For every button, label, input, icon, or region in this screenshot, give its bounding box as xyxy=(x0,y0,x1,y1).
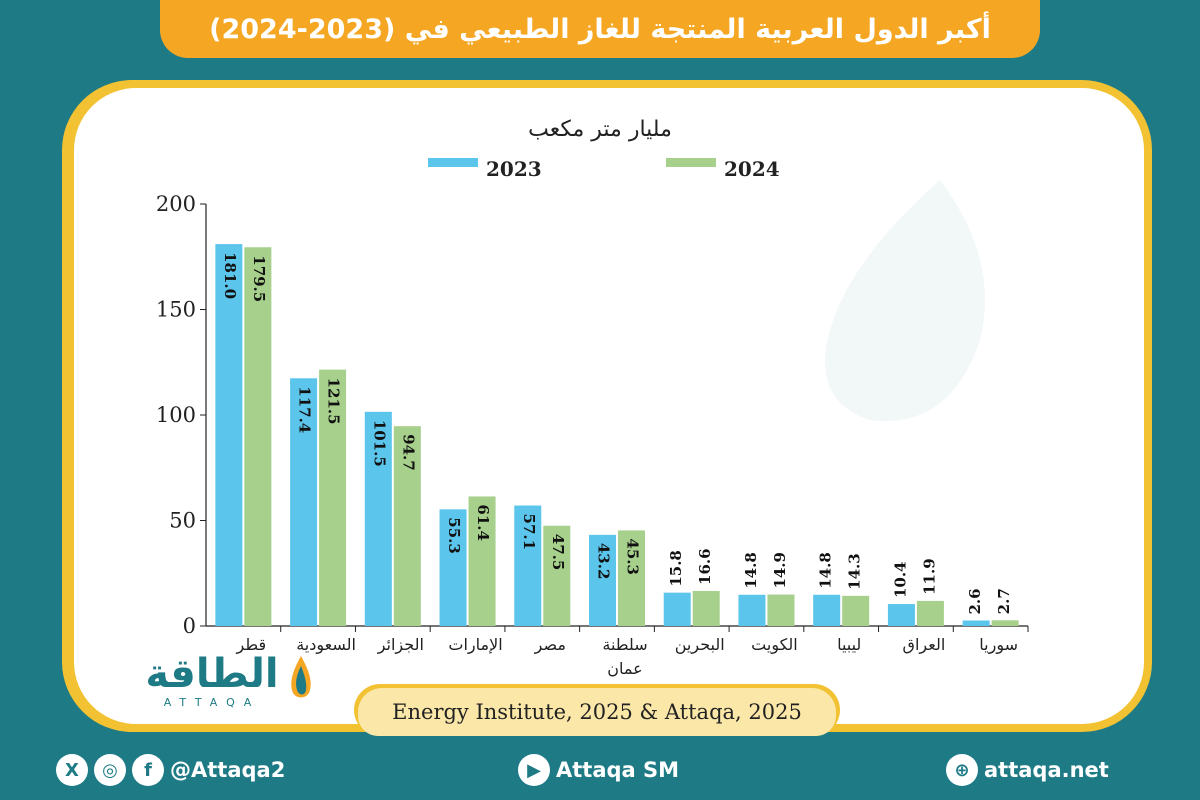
x-category-label: السعودية xyxy=(296,635,356,655)
data-label: 61.4 xyxy=(474,504,492,541)
bar-2024 xyxy=(767,594,795,626)
x-category-label: ليبيا xyxy=(837,635,861,654)
data-label: 16.6 xyxy=(696,548,714,585)
x-category-label: سلطنة xyxy=(602,635,647,654)
bar-2023 xyxy=(813,594,841,626)
y-tick-label: 200 xyxy=(156,192,196,216)
bar-2023 xyxy=(589,534,616,626)
x-category-label: البحرين xyxy=(675,635,725,655)
x-category-label: مصر xyxy=(534,635,566,655)
x-category-label: الجزائر xyxy=(377,635,424,655)
bar-2024 xyxy=(916,600,944,626)
bar-2024 xyxy=(692,590,720,626)
y-tick-label: 150 xyxy=(156,298,196,322)
data-label: 11.9 xyxy=(920,558,938,595)
source-pill: Energy Institute, 2025 & Attaqa, 2025 xyxy=(354,684,840,736)
bar-2024 xyxy=(842,595,870,626)
bar-2024 xyxy=(618,530,645,626)
x-category-label: الكويت xyxy=(751,635,798,655)
data-label: 2.7 xyxy=(995,588,1013,614)
logo-subtext: ATTAQA xyxy=(163,696,261,709)
source-text: Energy Institute, 2025 & Attaqa, 2025 xyxy=(392,700,802,724)
x-category-label: عمان xyxy=(607,659,642,678)
legend-swatch-2023 xyxy=(428,158,478,167)
instagram-icon[interactable]: ◎ xyxy=(94,754,126,786)
legend-label-2024: 2024 xyxy=(724,157,780,181)
data-label: 14.3 xyxy=(846,553,864,590)
attaqa-logo: الطاقة ATTAQA xyxy=(138,650,318,716)
social-handle[interactable]: @Attaqa2 xyxy=(170,758,286,782)
chart-title: مليار متر مكعب xyxy=(528,117,672,142)
data-label: 14.8 xyxy=(817,552,835,589)
x-category-label: سوريا xyxy=(979,635,1018,655)
bar-2024 xyxy=(319,369,347,626)
data-label: 10.4 xyxy=(891,562,909,599)
logo-text: الطاقة xyxy=(145,651,279,697)
bar-2023 xyxy=(514,505,542,626)
data-label: 55.3 xyxy=(445,517,463,554)
data-label: 14.9 xyxy=(771,552,789,589)
x-category-label: العراق xyxy=(903,635,946,655)
x-category-label: الإمارات xyxy=(448,635,502,655)
youtube-handle[interactable]: Attaqa SM xyxy=(556,758,680,782)
bar-2023 xyxy=(439,509,467,626)
bar-2023 xyxy=(887,604,915,626)
bar-2023 xyxy=(962,620,990,626)
data-label: 45.3 xyxy=(624,538,642,575)
bar-2024 xyxy=(393,426,421,626)
bar-2023 xyxy=(290,378,318,626)
data-label: 179.5 xyxy=(250,255,268,302)
data-label: 14.8 xyxy=(742,552,760,589)
data-label: 181.0 xyxy=(221,252,239,299)
legend-label-2023: 2023 xyxy=(486,157,542,181)
drop-icon xyxy=(291,656,311,698)
legend-swatch-2024 xyxy=(666,158,716,167)
data-label: 43.2 xyxy=(595,543,613,580)
bar-2024 xyxy=(991,620,1019,626)
data-label: 47.5 xyxy=(549,534,567,571)
data-label: 94.7 xyxy=(399,434,417,471)
y-tick-label: 50 xyxy=(169,509,196,533)
data-label: 117.4 xyxy=(296,386,314,433)
bar-2023 xyxy=(364,411,392,626)
globe-icon[interactable]: ⊕ xyxy=(946,754,978,786)
bar-2023 xyxy=(663,592,691,626)
bar-2023 xyxy=(738,594,766,626)
x-category-label: قطر xyxy=(236,635,267,655)
website-link[interactable]: attaqa.net xyxy=(984,758,1109,782)
data-label: 57.1 xyxy=(520,514,538,551)
x-icon[interactable]: X xyxy=(56,754,88,786)
data-label: 2.6 xyxy=(966,588,984,614)
bar-2024 xyxy=(244,247,272,626)
data-label: 121.5 xyxy=(325,378,343,425)
footer: X ◎ f @Attaqa2 ▶ Attaqa SM ⊕ attaqa.net xyxy=(0,740,1200,800)
data-label: 15.8 xyxy=(667,550,685,587)
youtube-icon[interactable]: ▶ xyxy=(518,754,550,786)
facebook-icon[interactable]: f xyxy=(132,754,164,786)
bar-2023 xyxy=(215,244,243,626)
bar-2024 xyxy=(468,496,496,626)
page-title: أكبر الدول العربية المنتجة للغاز الطبيعي… xyxy=(209,13,991,45)
bar-2024 xyxy=(543,525,571,626)
data-label: 101.5 xyxy=(370,420,388,467)
y-tick-label: 100 xyxy=(156,403,196,427)
y-tick-label: 0 xyxy=(183,614,196,638)
title-bar: أكبر الدول العربية المنتجة للغاز الطبيعي… xyxy=(160,0,1040,58)
